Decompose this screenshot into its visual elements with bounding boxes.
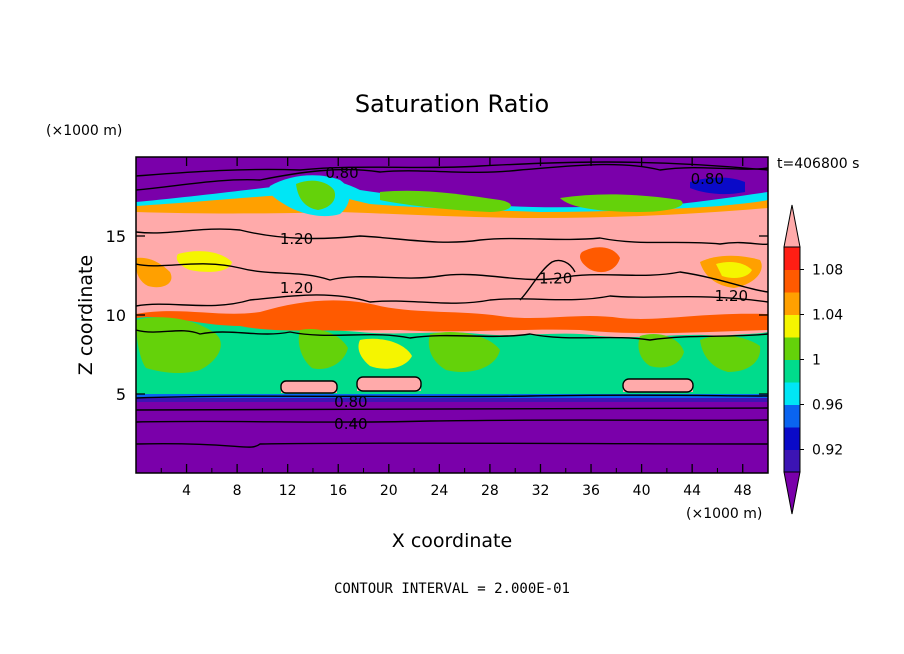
contour-1.20-mid	[136, 263, 768, 293]
x-tick-label: 32	[532, 483, 550, 499]
time-label: t=406800 s	[777, 156, 859, 172]
contour-0.60	[136, 407, 768, 411]
contour-label: 1.20	[539, 270, 572, 288]
x-tick-label: 40	[633, 483, 651, 499]
field-cap-1	[281, 381, 337, 393]
x-tick-label: 4	[182, 483, 191, 499]
colorbar-label: 1.08	[812, 263, 843, 279]
contour-labels: 0.80 0.80 1.20 1.20 1.20 1.20 0.80 0.40	[280, 164, 748, 433]
field-lower-green-4	[638, 333, 684, 368]
contour-1.20-low	[136, 294, 768, 307]
colorbar-bin	[784, 404, 800, 428]
contour-lower-0.80	[136, 394, 768, 399]
y-tick-label: 5	[116, 385, 126, 404]
colorbar-label: 0.96	[812, 398, 843, 414]
colorbar-bin	[784, 269, 800, 293]
contour-label: 0.80	[325, 164, 358, 182]
contour-label: 1.20	[715, 287, 748, 305]
contour-label: 1.20	[280, 279, 313, 297]
colorbar-bin	[784, 292, 800, 315]
field-cap-3	[623, 379, 693, 392]
colorbar-under-arrow	[783, 471, 801, 515]
contour-1.20-rise	[519, 259, 576, 301]
field-patch-mid-right	[580, 247, 620, 273]
x-tick-label: 36	[582, 483, 600, 499]
colorbar-bin	[784, 247, 800, 270]
contour-1.20-top	[136, 228, 768, 246]
x-tick-label: 48	[734, 483, 752, 499]
chart-title: Saturation Ratio	[355, 90, 549, 118]
y-axis: 5 10 15	[106, 227, 768, 404]
y-tick-label: 10	[106, 306, 126, 325]
x-tick-label: 20	[380, 483, 398, 499]
y-axis-label: Z coordinate	[75, 255, 97, 375]
field-top-green-patch	[380, 190, 511, 212]
colorbar-label: 1	[812, 353, 821, 369]
saturation-field	[136, 157, 768, 473]
x-axis-label: X coordinate	[392, 530, 512, 552]
cap-39-46	[622, 378, 694, 393]
field-cloud-base-band	[136, 300, 768, 334]
contour-0.20	[136, 442, 768, 448]
contour-lower-cloud	[136, 329, 768, 341]
field-patch-right-core	[716, 262, 752, 278]
field-patch-left-2	[176, 251, 232, 272]
x-axis: 4 8 12 16 20 24 28 32 36 40 44 48	[160, 157, 752, 499]
x-tick-label: 16	[329, 483, 347, 499]
field-lower-green-2	[298, 328, 348, 370]
x-unit-label: (×1000 m)	[686, 506, 762, 522]
field-lower-yellow	[358, 338, 412, 369]
field-cap-2	[357, 377, 421, 391]
colorbar-over-arrow	[783, 204, 801, 248]
x-tick-label: 44	[683, 483, 701, 499]
colorbar-bin	[784, 314, 800, 338]
field-top-blue-patch	[690, 177, 745, 195]
y-unit-label: (×1000 m)	[46, 123, 122, 139]
contour-label: 0.80	[691, 170, 724, 188]
contour-upper-0.80-b	[136, 161, 768, 177]
contour-upper-0.80	[136, 163, 768, 191]
colorbar-bin	[784, 359, 800, 383]
colorbar-bin	[784, 382, 800, 405]
field-top-plume-core	[296, 180, 336, 210]
x-tick-label: 8	[233, 483, 242, 499]
x-tick-label: 12	[279, 483, 297, 499]
contour-label: 0.80	[334, 393, 367, 411]
field-lower-edge-indigo	[136, 398, 768, 402]
colorbar-bin	[784, 449, 800, 473]
colorbar: 0.92 0.96 1 1.04 1.08	[783, 204, 843, 515]
colorbar-bin	[784, 337, 800, 360]
colorbar-label: 1.04	[812, 308, 843, 324]
x-tick-label: 28	[481, 483, 499, 499]
contour-label: 1.20	[280, 230, 313, 248]
y-tick-label: 15	[106, 227, 126, 246]
field-top-green-patch-2	[560, 194, 683, 212]
x-tick-label: 24	[430, 483, 448, 499]
field-lower-green-3	[428, 331, 500, 372]
contour-interval-note: CONTOUR INTERVAL = 2.000E-01	[334, 581, 570, 597]
contour-label: 0.40	[334, 415, 367, 433]
cap-12-18	[280, 380, 338, 394]
colorbar-label: 0.92	[812, 443, 843, 459]
colorbar-bin	[784, 427, 800, 450]
contour-lines	[136, 161, 768, 448]
cap-18-24	[356, 376, 422, 392]
field-lower-green-5	[700, 335, 761, 372]
contour-0.40	[136, 419, 768, 423]
